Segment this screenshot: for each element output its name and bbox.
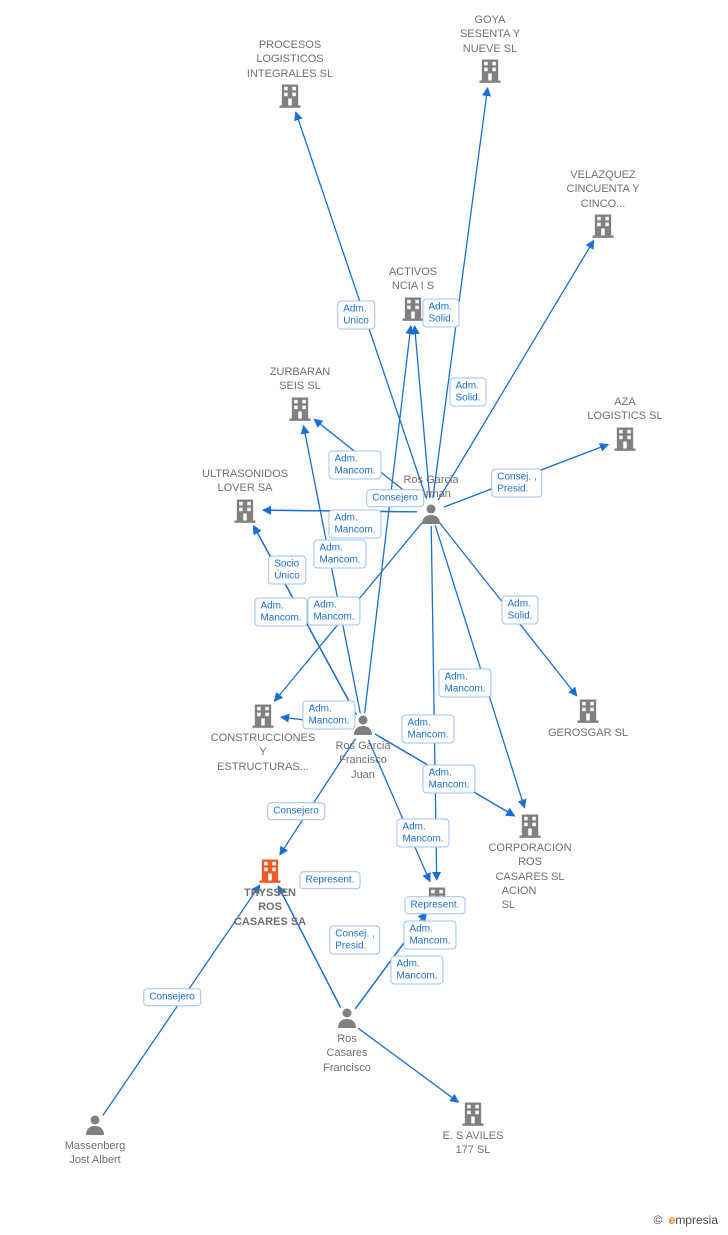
- company-node[interactable]: CORPORACIONROSCASARES SL: [470, 811, 590, 884]
- edge-label: Represent.: [405, 896, 466, 914]
- node-label: ZURBARANSEIS SL: [240, 365, 360, 394]
- edge-label: Adm. Mancom.: [313, 540, 366, 569]
- edge-label: Consej. , Presid.: [329, 926, 380, 955]
- node-label: CORPORACIONROSCASARES SL: [470, 841, 590, 884]
- node-label: PROCESOSLOGISTICOSINTEGRALES SL: [230, 38, 350, 81]
- company-node[interactable]: ZURBARANSEIS SL: [240, 365, 360, 424]
- company-node[interactable]: E. S AVILES177 SL: [413, 1099, 533, 1158]
- person-node[interactable]: RosCasaresFrancisco: [287, 1006, 407, 1075]
- edge-label: Adm. Mancom.: [401, 715, 454, 744]
- edge-label: Adm. Mancom.: [438, 669, 491, 698]
- edge-label: Represent.: [300, 871, 361, 889]
- building-icon: [256, 856, 284, 884]
- building-icon: [589, 211, 617, 239]
- node-label: MassenbergJost Albert: [35, 1139, 155, 1168]
- edge-label: Adm. Unico: [337, 301, 375, 330]
- node-label: RosCasaresFrancisco: [287, 1032, 407, 1075]
- edge-label: Consejero: [267, 802, 325, 820]
- edge-label: Socio Único: [268, 556, 306, 585]
- company-node[interactable]: THYSSENROSCASARES SA: [210, 856, 330, 929]
- building-icon: [249, 701, 277, 729]
- node-label: ULTRASONIDOSLOVER SA: [185, 467, 305, 496]
- building-icon: [231, 496, 259, 524]
- edge-label: Adm. Mancom.: [328, 510, 381, 539]
- node-label: VELAZQUEZCINCUENTA YCINCO...: [543, 168, 663, 211]
- edge-label: Adm. Solid.: [501, 596, 538, 625]
- edge-label: Adm. Mancom.: [422, 765, 475, 794]
- edge-label: Adm. Mancom.: [403, 921, 456, 950]
- edge-label: Adm. Solid.: [422, 299, 459, 328]
- person-icon: [335, 1006, 359, 1030]
- edge-label: Adm. Solid.: [449, 378, 486, 407]
- building-icon: [574, 696, 602, 724]
- node-label: THYSSENROSCASARES SA: [210, 886, 330, 929]
- copyright-symbol: ©: [653, 1213, 662, 1227]
- person-node[interactable]: MassenbergJost Albert: [35, 1113, 155, 1168]
- person-icon: [83, 1113, 107, 1137]
- edge-label: Consej. , Presid.: [491, 469, 542, 498]
- node-label: ACIONSL: [502, 884, 537, 913]
- building-icon: [611, 424, 639, 452]
- node-label: Ros GarciaFranciscoJuan: [303, 739, 423, 782]
- node-label: E. S AVILES177 SL: [413, 1129, 533, 1158]
- company-node[interactable]: AZALOGISTICS SL: [565, 395, 685, 454]
- node-label: GOYASESENTA YNUEVE SL: [430, 13, 550, 56]
- edge-label: Consejero: [143, 988, 201, 1006]
- edge-label: Adm. Mancom.: [307, 597, 360, 626]
- edge-label: Adm. Mancom.: [254, 598, 307, 627]
- company-node[interactable]: PROCESOSLOGISTICOSINTEGRALES SL: [230, 38, 350, 111]
- copyright-footer: © empresia: [653, 1213, 718, 1227]
- brand-rest: mpresia: [675, 1213, 718, 1227]
- building-icon: [276, 81, 304, 109]
- edge-label: Adm. Mancom.: [390, 956, 443, 985]
- edge-label: Adm. Mancom.: [328, 451, 381, 480]
- company-node[interactable]: GOYASESENTA YNUEVE SL: [430, 13, 550, 86]
- edge-label: Consejero: [366, 489, 424, 507]
- node-label: ACTIVOSNCIA I S: [353, 265, 473, 294]
- building-icon: [286, 394, 314, 422]
- building-icon: [476, 56, 504, 84]
- company-node[interactable]: VELAZQUEZCINCUENTA YCINCO...: [543, 168, 663, 241]
- company-node[interactable]: GEROSGAR SL: [528, 696, 648, 740]
- company-node[interactable]: ULTRASONIDOSLOVER SA: [185, 467, 305, 526]
- building-icon: [459, 1099, 487, 1127]
- edge-label: Adm. Mancom.: [302, 701, 355, 730]
- node-label: GEROSGAR SL: [528, 726, 648, 740]
- building-icon: [516, 811, 544, 839]
- node-label: AZALOGISTICS SL: [565, 395, 685, 424]
- edge-label: Adm. Mancom.: [396, 819, 449, 848]
